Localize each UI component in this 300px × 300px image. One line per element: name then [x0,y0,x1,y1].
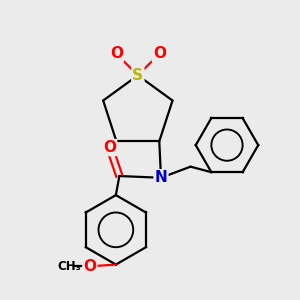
Text: O: O [103,140,116,155]
Text: S: S [132,68,143,83]
Text: N: N [154,170,167,185]
Text: O: O [153,46,166,61]
Text: CH₃: CH₃ [57,260,81,273]
Text: O: O [83,259,96,274]
Text: O: O [110,46,123,61]
